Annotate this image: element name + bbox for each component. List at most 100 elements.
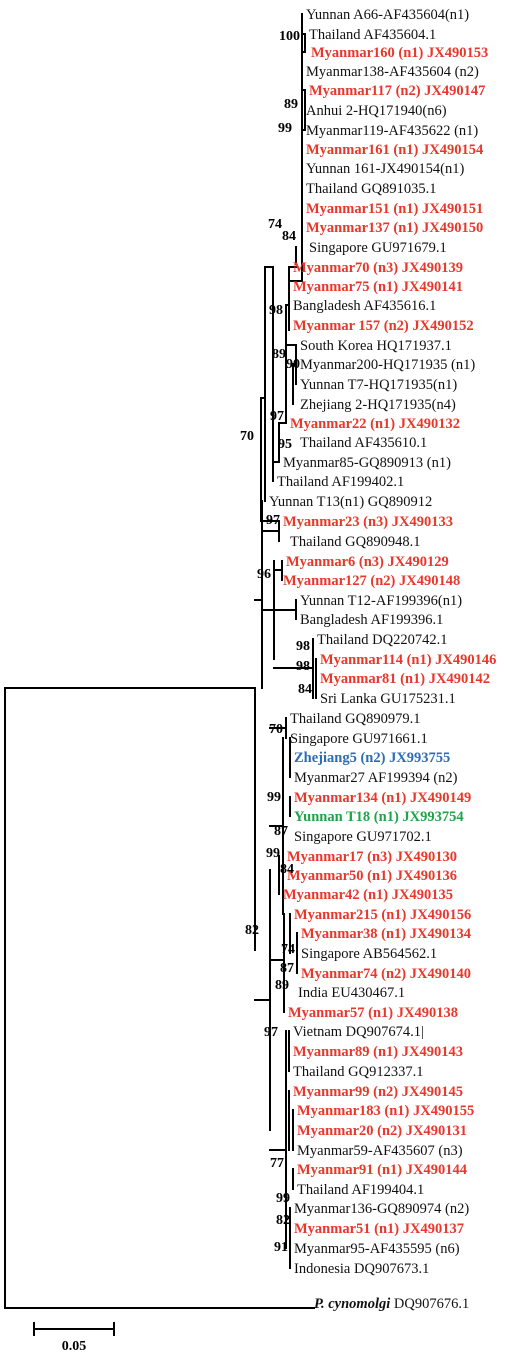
leaf-label: Myanmar23 (n3) JX490133 <box>283 514 453 530</box>
bootstrap-value: 98 <box>296 639 310 654</box>
outgroup-species: P. cynomolgi <box>314 1296 390 1312</box>
leaf-label: Thailand AF435604.1 <box>309 27 436 43</box>
bootstrap-value: 74 <box>268 217 282 232</box>
leaf-label: Myanmar160 (n1) JX490153 <box>311 45 488 61</box>
bootstrap-value: 95 <box>278 437 292 452</box>
bootstrap-value: 89 <box>275 978 289 993</box>
bootstrap-value: 99 <box>266 846 280 861</box>
bootstrap-value: 87 <box>280 961 294 976</box>
leaf-label: Anhui 2-HQ171940(n6) <box>306 103 447 119</box>
bootstrap-value: 84 <box>298 682 312 697</box>
leaf-label: Myanmar91 (n1) JX490144 <box>297 1162 467 1178</box>
leaf-label: Singapore AB564562.1 <box>301 946 437 962</box>
leaf-label: Myanmar74 (n2) JX490140 <box>301 966 471 982</box>
leaf-label: Yunnan T13(n1) GQ890912 <box>269 494 432 510</box>
scale-bar-label: 0.05 <box>62 1339 87 1354</box>
leaf-label: Myanmar215 (n1) JX490156 <box>294 907 471 923</box>
bootstrap-value: 82 <box>245 923 259 938</box>
leaf-label: Yunnan T18 (n1) JX993754 <box>294 809 464 825</box>
leaf-label: Myanmar136-GQ890974 (n2) <box>294 1201 469 1217</box>
bootstrap-value: 82 <box>276 1213 290 1228</box>
bootstrap-value: 97 <box>270 409 284 424</box>
leaf-label: Yunnan T7-HQ171935(n1) <box>300 377 457 393</box>
leaf-label: Thailand AF199402.1 <box>277 474 404 490</box>
bootstrap-value: 87 <box>274 824 288 839</box>
leaf-label: Myanmar27 AF199394 (n2) <box>294 770 458 786</box>
leaf-label: Sri Lanka GU175231.1 <box>320 691 456 707</box>
leaf-label: Indonesia DQ907673.1 <box>294 1261 429 1277</box>
leaf-label: Myanmar89 (n1) JX490143 <box>293 1044 463 1060</box>
leaf-label: Myanmar81 (n1) JX490142 <box>320 671 490 687</box>
leaf-label: Myanmar59-AF435607 (n3) <box>297 1143 463 1159</box>
leaf-label: Thailand GQ912337.1 <box>293 1064 423 1080</box>
scale-bar: 0.05 <box>33 1322 115 1354</box>
bootstrap-value: 84 <box>282 229 296 244</box>
leaf-label: Zhejiang5 (n2) JX993755 <box>294 750 450 766</box>
leaf-label: Myanmar51 (n1) JX490137 <box>294 1221 464 1237</box>
leaf-label: South Korea HQ171937.1 <box>300 338 452 354</box>
bootstrap-value: 97 <box>266 513 280 528</box>
bootstrap-value: 99 <box>267 790 281 805</box>
leaf-label: Yunnan 161-JX490154(n1) <box>306 161 464 177</box>
leaf-label: Myanmar42 (n1) JX490135 <box>283 887 453 903</box>
tree-branches <box>4 13 317 1309</box>
leaf-label: Yunnan A66-AF435604(n1) <box>306 7 469 23</box>
bootstrap-value: 74 <box>281 942 295 957</box>
leaf-label: Zhejiang 2-HQ171935(n4) <box>300 397 456 413</box>
leaf-label: Singapore GU971702.1 <box>294 829 432 845</box>
leaf-label: Myanmar20 (n2) JX490131 <box>297 1123 467 1139</box>
leaf-label: Myanmar85-GQ890913 (n1) <box>283 455 451 471</box>
leaf-label: Myanmar99 (n2) JX490145 <box>293 1084 463 1100</box>
leaf-label: Myanmar151 (n1) JX490151 <box>306 201 483 217</box>
leaf-label: Bangladesh AF435616.1 <box>293 298 436 314</box>
leaf-label: Yunnan T12-AF199396(n1) <box>300 593 462 609</box>
bootstrap-value: 89 <box>272 347 286 362</box>
bootstrap-value: 100 <box>279 29 300 44</box>
bootstrap-value: 89 <box>284 97 298 112</box>
leaf-label: Thailand AF435610.1 <box>300 435 427 451</box>
leaf-label: Myanmar17 (n3) JX490130 <box>287 849 457 865</box>
bootstrap-value: 97 <box>264 1025 278 1040</box>
leaf-label: Myanmar127 (n2) JX490148 <box>283 573 460 589</box>
leaf-label: Myanmar114 (n1) JX490146 <box>320 652 496 668</box>
bootstrap-value: 96 <box>257 567 271 582</box>
leaf-label: Myanmar22 (n1) JX490132 <box>290 416 460 432</box>
leaf-label: Singapore GU971679.1 <box>309 240 447 256</box>
bootstrap-value: 98 <box>269 303 283 318</box>
leaf-label: Singapore GU971661.1 <box>290 731 428 747</box>
bootstrap-value: 98 <box>296 659 310 674</box>
bootstrap-value: 77 <box>270 1156 284 1171</box>
leaf-label: Myanmar183 (n1) JX490155 <box>297 1103 474 1119</box>
outgroup-label: P. cynomolgi DQ907676.1 <box>314 1296 469 1312</box>
bootstrap-value: 90 <box>286 357 300 372</box>
leaf-label: Thailand GQ891035.1 <box>306 181 436 197</box>
leaf-label: Thailand GQ890948.1 <box>290 534 420 550</box>
leaf-label: Thailand AF199404.1 <box>297 1182 424 1198</box>
bootstrap-labels: 1008999748498899097957097969898847099879… <box>240 29 312 1255</box>
bootstrap-value: 70 <box>240 429 254 444</box>
leaf-label: Myanmar75 (n1) JX490141 <box>293 279 463 295</box>
leaf-label: Myanmar70 (n3) JX490139 <box>293 260 463 276</box>
leaf-labels: Yunnan A66-AF435604(n1) Thailand AF435604… <box>269 7 496 1277</box>
leaf-label: India EU430467.1 <box>298 985 405 1001</box>
leaf-label: Myanmar57 (n1) JX490138 <box>288 1005 458 1021</box>
leaf-label: Myanmar 157 (n2) JX490152 <box>293 318 474 334</box>
leaf-label: Myanmar161 (n1) JX490154 <box>306 142 483 158</box>
leaf-label: Myanmar119-AF435622 (n1) <box>306 123 478 139</box>
leaf-label: Myanmar95-AF435595 (n6) <box>294 1241 460 1257</box>
leaf-label: Myanmar6 (n3) JX490129 <box>286 554 449 570</box>
leaf-label: Myanmar138-AF435604 (n2) <box>306 64 479 80</box>
leaf-label: Myanmar117 (n2) JX490147 <box>309 83 485 99</box>
bootstrap-value: 99 <box>278 121 292 136</box>
leaf-label: Thailand DQ220742.1 <box>317 632 447 648</box>
bootstrap-value: 99 <box>276 1191 290 1206</box>
bootstrap-value: 70 <box>269 722 283 737</box>
bootstrap-value: 91 <box>274 1240 288 1255</box>
leaf-label: Vietnam DQ907674.1| <box>293 1024 424 1040</box>
outgroup-accession: DQ907676.1 <box>390 1296 469 1312</box>
leaf-label: Myanmar137 (n1) JX490150 <box>306 220 483 236</box>
leaf-label: Myanmar38 (n1) JX490134 <box>301 926 471 942</box>
leaf-label: Myanmar50 (n1) JX490136 <box>287 868 457 884</box>
